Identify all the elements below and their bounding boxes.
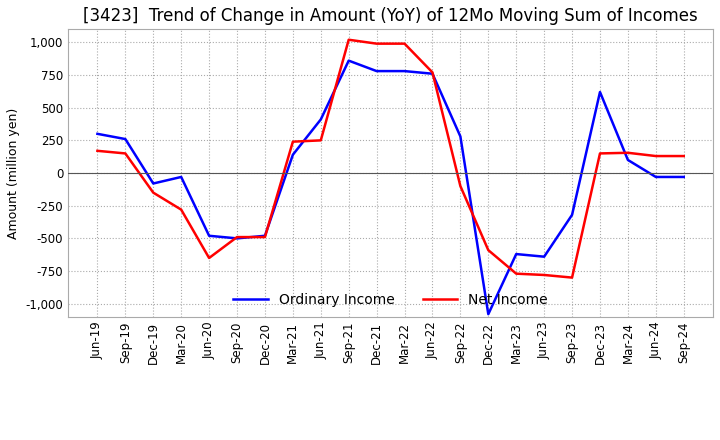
Ordinary Income (233, 236, 241, 241)
Line: Net Income: Net Income (97, 40, 684, 278)
Net Income (512, 271, 521, 276)
Net Income (624, 150, 632, 155)
Net Income (204, 255, 213, 260)
Net Income (540, 272, 549, 278)
Ordinary Income (344, 58, 353, 63)
Net Income (400, 41, 409, 46)
Net Income (680, 154, 688, 159)
Ordinary Income (149, 181, 158, 186)
Net Income (121, 151, 130, 156)
Net Income (177, 207, 186, 212)
Net Income (484, 248, 492, 253)
Net Income (456, 183, 464, 189)
Ordinary Income (428, 71, 437, 77)
Net Income (595, 151, 604, 156)
Y-axis label: Amount (million yen): Amount (million yen) (7, 107, 20, 238)
Net Income (317, 138, 325, 143)
Ordinary Income (456, 134, 464, 139)
Net Income (289, 139, 297, 144)
Net Income (428, 70, 437, 75)
Ordinary Income (624, 158, 632, 163)
Ordinary Income (595, 89, 604, 95)
Ordinary Income (177, 174, 186, 180)
Net Income (568, 275, 577, 280)
Ordinary Income (400, 69, 409, 74)
Ordinary Income (512, 251, 521, 257)
Ordinary Income (568, 212, 577, 217)
Net Income (652, 154, 660, 159)
Line: Ordinary Income: Ordinary Income (97, 61, 684, 314)
Ordinary Income (289, 152, 297, 158)
Title: [3423]  Trend of Change in Amount (YoY) of 12Mo Moving Sum of Incomes: [3423] Trend of Change in Amount (YoY) o… (84, 7, 698, 25)
Ordinary Income (261, 233, 269, 238)
Ordinary Income (540, 254, 549, 259)
Ordinary Income (204, 233, 213, 238)
Net Income (261, 235, 269, 240)
Ordinary Income (372, 69, 381, 74)
Net Income (93, 148, 102, 154)
Ordinary Income (652, 174, 660, 180)
Ordinary Income (317, 117, 325, 122)
Ordinary Income (484, 312, 492, 317)
Net Income (372, 41, 381, 46)
Legend: Ordinary Income, Net Income: Ordinary Income, Net Income (228, 288, 554, 313)
Ordinary Income (680, 174, 688, 180)
Net Income (149, 190, 158, 195)
Ordinary Income (121, 136, 130, 142)
Net Income (344, 37, 353, 42)
Ordinary Income (93, 131, 102, 136)
Net Income (233, 235, 241, 240)
